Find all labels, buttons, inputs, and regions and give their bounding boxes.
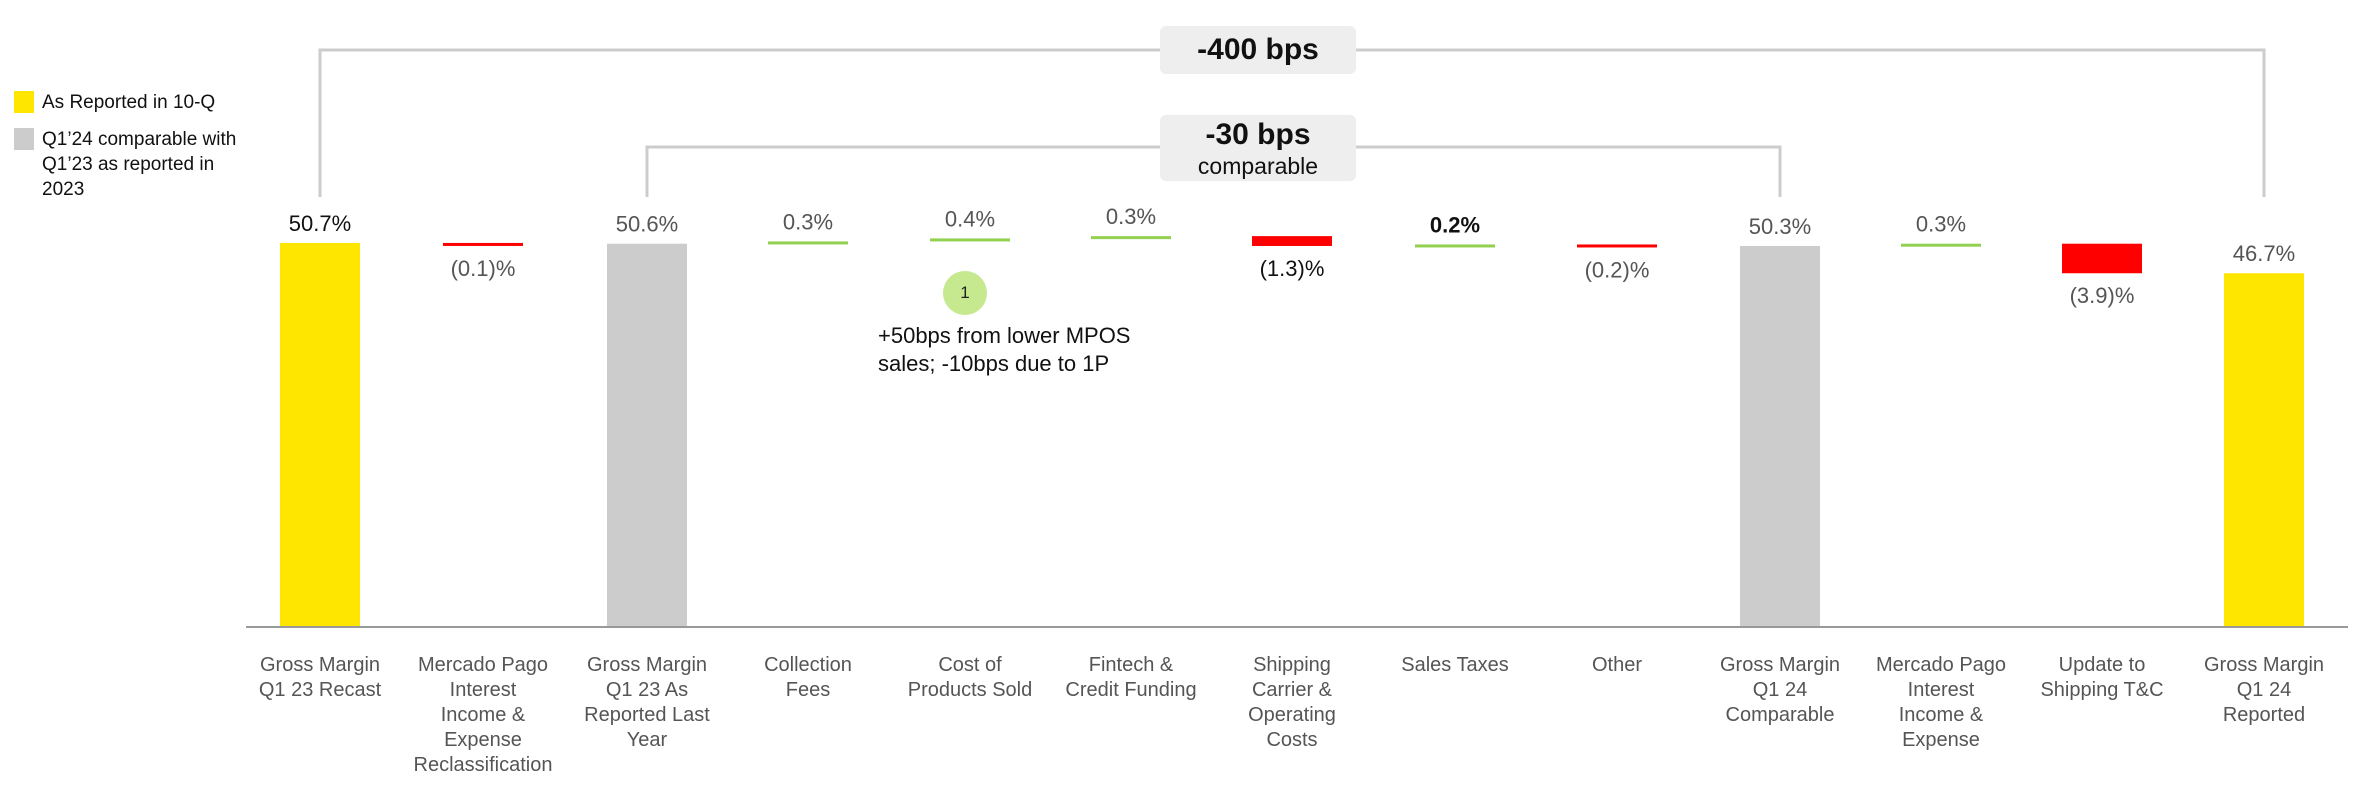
data-label-2: (0.1)% <box>451 256 516 281</box>
bar-11 <box>1901 243 1981 247</box>
category-label-7: Shipping Carrier & Operating Costs <box>1248 654 1336 751</box>
bar-13 <box>2224 273 2304 627</box>
category-label-line: Credit Funding <box>1065 679 1196 701</box>
category-label-10: Gross Margin Q1 24 Comparable <box>1720 654 1840 726</box>
inner-bracket-label: -30 bps <box>1205 118 1311 151</box>
data-label-3: 50.6% <box>616 212 678 237</box>
category-label-line: Gross Margin <box>2204 654 2324 676</box>
legend-swatch-comparable <box>14 128 34 150</box>
category-label-line: Q1 23 Recast <box>259 679 382 701</box>
category-label-line: Cost of <box>938 654 1002 676</box>
category-label-2: Mercado Pago Interest Income & Expense Recla… <box>414 654 553 776</box>
category-label-line: Products Sold <box>908 679 1033 701</box>
category-label-line: Carrier & <box>1252 679 1333 701</box>
category-label-line: Collection <box>764 654 852 676</box>
category-label-line: Gross Margin <box>1720 654 1840 676</box>
bar-8 <box>1415 244 1495 248</box>
data-label-10: 50.3% <box>1749 214 1811 239</box>
category-label-line: Shipping T&C <box>2040 679 2163 701</box>
data-label-8: 0.2% <box>1430 212 1480 237</box>
data-label-13: 46.7% <box>2233 241 2295 266</box>
bar-2 <box>443 242 523 246</box>
bar-5 <box>930 238 1010 242</box>
bar-1 <box>280 242 360 627</box>
category-label-line: Reported Last <box>584 704 710 726</box>
category-label-3: Gross Margin Q1 23 As Reported Last Year <box>584 654 710 751</box>
category-label-12: Update to Shipping T&C <box>2040 654 2163 701</box>
category-label-line: Update to <box>2059 654 2146 676</box>
outer-bracket-label: -400 bps <box>1197 33 1319 66</box>
bar-4 <box>768 241 848 245</box>
category-label-line: Income & <box>1899 704 1984 726</box>
footnote-marker-1: 1 <box>943 271 987 315</box>
category-label-13: Gross Margin Q1 24 Reported <box>2204 654 2324 726</box>
category-label-11: Mercado Pago Interest Income & Expense <box>1876 654 2006 751</box>
category-label-line: Other <box>1592 654 1642 676</box>
data-label-4: 0.3% <box>783 209 833 234</box>
data-label-7: (1.3)% <box>1260 256 1325 281</box>
data-label-5: 0.4% <box>945 206 995 231</box>
data-label-11: 0.3% <box>1916 212 1966 237</box>
outer-bracket-left <box>318 48 1160 197</box>
category-label-line: Reported <box>2223 704 2305 726</box>
category-label-line: Gross Margin <box>587 654 707 676</box>
category-label-line: Income & <box>441 704 526 726</box>
data-label-12: (3.9)% <box>2070 283 2135 308</box>
data-label-6: 0.3% <box>1106 204 1156 229</box>
data-label-9: (0.2)% <box>1585 257 1650 282</box>
outer-bracket-right <box>1356 48 2266 197</box>
category-label-line: Reclassification <box>414 754 553 776</box>
legend-item-comparable: Q1’24 comparable with Q1’23 as reported … <box>14 127 254 202</box>
category-label-line: Year <box>627 729 668 751</box>
category-label-5: Cost of Products Sold <box>908 654 1033 701</box>
category-label-line: Mercado Pago <box>418 654 548 676</box>
category-label-line: Q1 24 <box>2237 679 2291 701</box>
category-label-4: Collection Fees <box>764 654 852 701</box>
category-label-line: Shipping <box>1253 654 1331 676</box>
category-label-line: Interest <box>1908 679 1975 701</box>
category-label-line: Sales Taxes <box>1401 654 1508 676</box>
inner-bracket-label-box: -30 bps comparable <box>1160 115 1356 181</box>
legend-label-comparable: Q1’24 comparable with Q1’23 as reported … <box>42 129 237 200</box>
bar-12 <box>2062 243 2142 274</box>
category-label-9: Other <box>1592 654 1642 676</box>
inner-bracket-right <box>1356 145 1782 197</box>
category-label-line: Fees <box>786 679 830 701</box>
category-label-line: Comparable <box>1726 704 1835 726</box>
data-label-1: 50.7% <box>289 211 351 236</box>
legend-label-reported: As Reported in 10-Q <box>42 92 216 113</box>
category-label-line: Q1 23 As <box>606 679 688 701</box>
category-label-line: Fintech & <box>1089 654 1174 676</box>
category-label-line: Gross Margin <box>260 654 380 676</box>
category-label-6: Fintech & Credit Funding <box>1065 654 1196 701</box>
bar-10 <box>1740 245 1820 628</box>
footnote-annotation-text: +50bps from lower MPOS sales; -10bps due… <box>878 323 1131 376</box>
category-label-line: Interest <box>450 679 517 701</box>
footnote-marker-label: 1 <box>960 283 970 302</box>
inner-bracket-left <box>645 145 1160 197</box>
category-label-line: Expense <box>1902 729 1980 751</box>
inner-bracket-sublabel: comparable <box>1197 153 1319 179</box>
category-label-line: Q1 24 <box>1753 679 1807 701</box>
bar-6 <box>1091 236 1171 240</box>
legend-swatch-reported <box>14 91 34 113</box>
category-label-1: Gross Margin Q1 23 Recast <box>259 654 382 701</box>
category-label-line: Operating <box>1248 704 1336 726</box>
category-label-line: Costs <box>1266 729 1317 751</box>
category-label-8: Sales Taxes <box>1401 654 1508 676</box>
bar-9 <box>1577 244 1657 248</box>
category-label-line: Mercado Pago <box>1876 654 2006 676</box>
outer-bracket-label-box: -400 bps <box>1160 26 1356 74</box>
bar-3 <box>607 243 687 627</box>
legend: As Reported in 10-Q Q1’24 comparable wit… <box>14 90 254 214</box>
bar-7 <box>1252 236 1332 246</box>
category-label-line: Expense <box>444 729 522 751</box>
legend-item-reported: As Reported in 10-Q <box>14 90 254 115</box>
